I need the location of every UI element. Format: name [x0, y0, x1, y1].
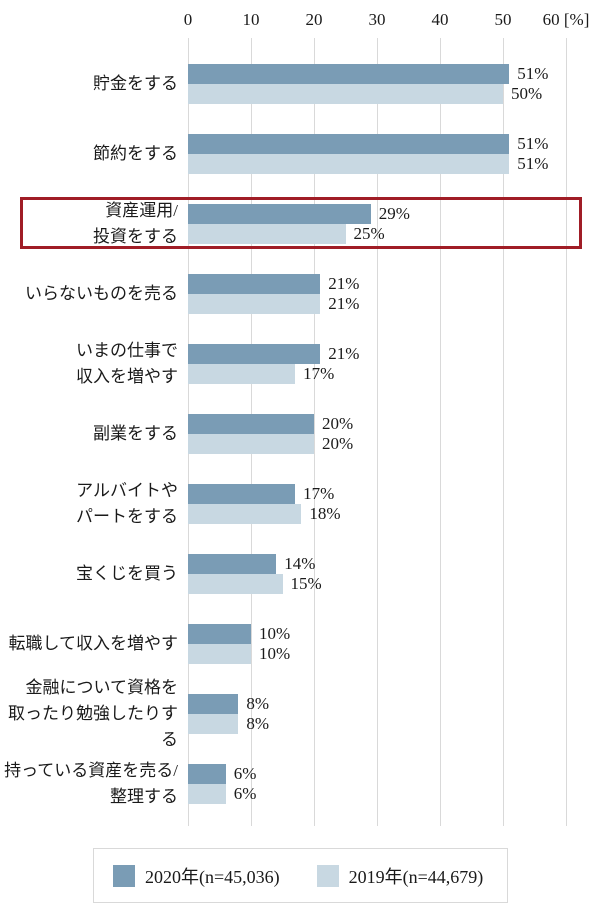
value-label: 25% [353, 224, 385, 243]
value-label: 20% [322, 434, 354, 453]
category-label: 副業をする [93, 424, 178, 443]
gridline-20 [314, 38, 315, 826]
chart-row-7: 宝くじを買う 14% 15% [0, 554, 600, 594]
category-label: 宝くじを買う [76, 564, 178, 583]
bar-series-1 [188, 504, 302, 524]
value-label: 51% [517, 134, 549, 153]
x-tick-40: 40 [431, 10, 449, 29]
bar-series-1 [188, 294, 321, 314]
value-label: 21% [328, 344, 360, 363]
bar-series-0 [188, 624, 251, 644]
value-label: 6% [233, 784, 257, 803]
value-label: 20% [322, 414, 354, 433]
x-tick-20: 20 [305, 10, 323, 29]
x-tick-0: 0 [183, 10, 193, 29]
value-label: 21% [328, 274, 360, 293]
bar-series-0 [188, 694, 239, 714]
category-label: 貯金をする [93, 74, 178, 93]
gridline-40 [440, 38, 441, 826]
value-label: 17% [303, 484, 335, 503]
category-label: アルバイトや パートをする [76, 481, 178, 526]
chart-row-8: 転職して収入を増やす 10% 10% [0, 624, 600, 664]
value-label: 51% [517, 154, 549, 173]
bar-series-0 [188, 414, 314, 434]
gridline-30 [377, 38, 378, 826]
category-label: いまの仕事で 収入を増やす [76, 341, 178, 386]
value-label: 21% [328, 294, 360, 313]
value-label: 15% [290, 574, 322, 593]
value-label: 17% [303, 364, 335, 383]
bar-series-1 [188, 154, 510, 174]
x-tick-10: 10 [242, 10, 260, 29]
bar-series-0 [188, 274, 321, 294]
bar-series-1 [188, 224, 346, 244]
chart-row-3: いらないものを売る 21% 21% [0, 274, 600, 314]
gridline-50 [503, 38, 504, 826]
value-label: 6% [233, 764, 257, 783]
chart-row-0: 貯金をする 51% 50% [0, 64, 600, 104]
value-label: 10% [259, 624, 291, 643]
category-label: 資産運用/ 投資をする [93, 201, 178, 246]
legend-label-2019: 2019年(n=44,679) [348, 866, 484, 887]
bar-series-0 [188, 764, 226, 784]
chart-row-5: 副業をする 20% 20% [0, 414, 600, 454]
chart-row-6: アルバイトや パートをする 17% 18% [0, 481, 600, 526]
bar-series-1 [188, 364, 296, 384]
legend-swatch-2019 [316, 864, 339, 887]
gridline-60 [566, 38, 567, 826]
bar-series-0 [188, 204, 371, 224]
x-tick-60: 60 [%] [542, 10, 590, 29]
bar-series-1 [188, 434, 314, 454]
value-label: 29% [378, 204, 410, 223]
category-label: 節約をする [93, 144, 178, 163]
bar-series-0 [188, 554, 277, 574]
bar-series-0 [188, 484, 296, 504]
bar-series-1 [188, 784, 226, 804]
legend-swatch-2020 [113, 864, 135, 887]
value-label: 51% [517, 64, 549, 83]
category-label: いらないものを売る [25, 284, 178, 303]
chart-row-9: 金融について資格を 取ったり勉強したりする 8% 8% [0, 678, 600, 749]
value-label: 50% [511, 84, 543, 103]
x-tick-30: 30 [368, 10, 386, 29]
bar-series-0 [188, 344, 321, 364]
bar-series-1 [188, 644, 251, 664]
bar-series-1 [188, 714, 239, 734]
legend-label-2020: 2020年(n=45,036) [145, 866, 280, 887]
chart-row-2: 資産運用/ 投資をする 29% 25% [0, 201, 600, 246]
x-tick-50: 50 [494, 10, 512, 29]
value-label: 18% [309, 504, 341, 523]
chart-row-10: 持っている資産を売る/ 整理する 6% 6% [0, 761, 600, 806]
bar-series-0 [188, 64, 510, 84]
category-label: 転職して収入を増やす [8, 634, 179, 653]
category-label: 金融について資格を 取ったり勉強したりする [8, 678, 178, 749]
category-label: 持っている資産を売る/ 整理する [4, 761, 178, 806]
value-label: 14% [284, 554, 316, 573]
chart-row-1: 節約をする 51% 51% [0, 134, 600, 174]
bar-series-1 [188, 574, 283, 594]
bar-series-0 [188, 134, 510, 154]
value-label: 8% [246, 714, 270, 733]
legend: 2020年(n=45,036) 2019年(n=44,679) [93, 848, 508, 903]
value-label: 8% [246, 694, 270, 713]
chart-row-4: いまの仕事で 収入を増やす 21% 17% [0, 341, 600, 386]
bar-series-1 [188, 84, 503, 104]
value-label: 10% [259, 644, 291, 663]
highlight-box [20, 197, 582, 249]
